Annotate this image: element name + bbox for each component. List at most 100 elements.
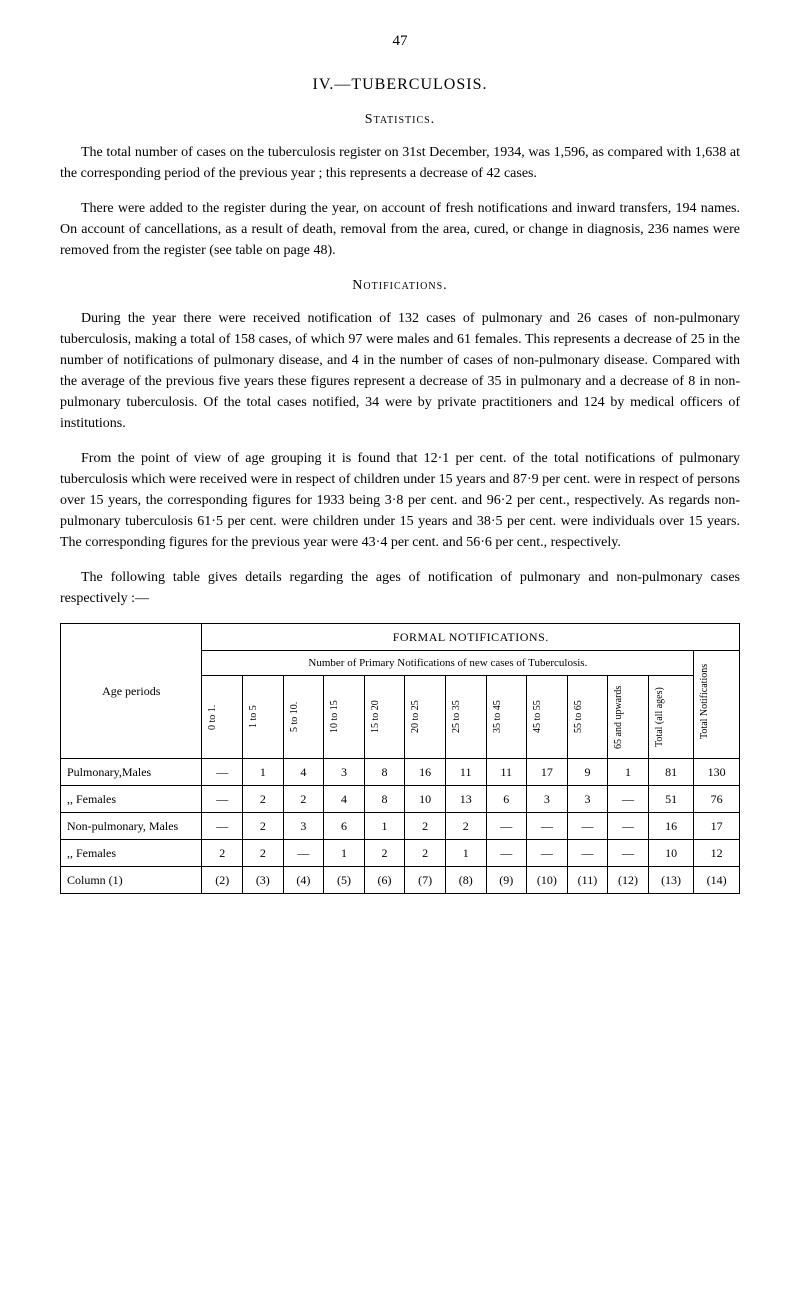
row-label: ,, Females [61, 786, 202, 813]
row-label: ,, Females [61, 840, 202, 867]
cell: 2 [202, 840, 243, 867]
col-total-notifications: Total Notifications [696, 667, 713, 741]
cell: 2 [243, 840, 284, 867]
cell: 2 [243, 813, 284, 840]
cell: 17 [694, 813, 740, 840]
age-col-1-5: 1 to 5 [245, 680, 262, 754]
notifications-table: Age periods FORMAL NOTIFICATIONS. Number… [60, 623, 740, 895]
table-row: ,, Females 2 2 — 1 2 2 1 — — — — 10 12 [61, 840, 740, 867]
subsection-notifications: Notifications. [60, 275, 740, 296]
cell: 2 [405, 840, 446, 867]
age-col-65-up: 65 and upwards [610, 680, 627, 754]
cell: (6) [364, 867, 405, 894]
cell: 2 [243, 786, 284, 813]
cell: 1 [608, 759, 649, 786]
cell: — [608, 813, 649, 840]
cell: 11 [445, 759, 486, 786]
cell: 1 [243, 759, 284, 786]
cell: (5) [324, 867, 365, 894]
cell: 1 [324, 840, 365, 867]
cell: (10) [527, 867, 568, 894]
cell: 6 [324, 813, 365, 840]
cell: 76 [694, 786, 740, 813]
cell: — [608, 840, 649, 867]
table-row: ,, Females — 2 2 4 8 10 13 6 3 3 — 51 76 [61, 786, 740, 813]
cell: 4 [283, 759, 324, 786]
cell: 3 [283, 813, 324, 840]
cell: — [202, 759, 243, 786]
cell: 2 [364, 840, 405, 867]
age-col-35-45: 35 to 45 [489, 680, 506, 754]
cell: (7) [405, 867, 446, 894]
cell: 10 [648, 840, 694, 867]
cell: (14) [694, 867, 740, 894]
cell: (2) [202, 867, 243, 894]
age-col-0-1: 0 to 1. [204, 680, 221, 754]
cell: 81 [648, 759, 694, 786]
cell: (8) [445, 867, 486, 894]
number-header: Number of Primary Notifications of new c… [202, 650, 694, 676]
cell: — [486, 813, 527, 840]
age-col-45-55: 45 to 55 [529, 680, 546, 754]
section-title: IV.—TUBERCULOSIS. [60, 73, 740, 97]
paragraph-2: There were added to the register during … [60, 198, 740, 261]
cell: 3 [567, 786, 608, 813]
age-col-total-ages: Total (all ages) [651, 680, 668, 754]
formal-header: FORMAL NOTIFICATIONS. [202, 623, 740, 650]
cell: 8 [364, 759, 405, 786]
age-periods-label: Age periods [61, 623, 202, 759]
cell: (13) [648, 867, 694, 894]
cell: 130 [694, 759, 740, 786]
cell: — [202, 813, 243, 840]
cell: 1 [445, 840, 486, 867]
cell: 3 [324, 759, 365, 786]
table-row: Non-pulmonary, Males — 2 3 6 1 2 2 — — —… [61, 813, 740, 840]
age-col-25-35: 25 to 35 [448, 680, 465, 754]
cell: 6 [486, 786, 527, 813]
row-label: Pulmonary,Males [61, 759, 202, 786]
subsection-statistics: Statistics. [60, 109, 740, 130]
cell: — [527, 840, 568, 867]
cell: (9) [486, 867, 527, 894]
paragraph-3: During the year there were received noti… [60, 308, 740, 434]
cell: 1 [364, 813, 405, 840]
cell: — [567, 813, 608, 840]
cell: 11 [486, 759, 527, 786]
cell: 12 [694, 840, 740, 867]
cell: — [486, 840, 527, 867]
cell: 17 [527, 759, 568, 786]
age-col-20-25: 20 to 25 [407, 680, 424, 754]
cell: (12) [608, 867, 649, 894]
cell: 10 [405, 786, 446, 813]
age-col-15-20: 15 to 20 [367, 680, 384, 754]
table-row: Pulmonary,Males — 1 4 3 8 16 11 11 17 9 … [61, 759, 740, 786]
cell: 2 [283, 786, 324, 813]
cell: — [527, 813, 568, 840]
cell: — [202, 786, 243, 813]
cell: 9 [567, 759, 608, 786]
row-label: Non-pulmonary, Males [61, 813, 202, 840]
paragraph-4: From the point of view of age grouping i… [60, 448, 740, 553]
cell: 4 [324, 786, 365, 813]
cell: 2 [405, 813, 446, 840]
cell: 8 [364, 786, 405, 813]
cell: (3) [243, 867, 284, 894]
cell: (4) [283, 867, 324, 894]
paragraph-1: The total number of cases on the tubercu… [60, 142, 740, 184]
age-col-5-10: 5 to 10. [286, 680, 303, 754]
cell: — [283, 840, 324, 867]
page-number: 47 [60, 30, 740, 53]
cell: — [567, 840, 608, 867]
cell: 16 [648, 813, 694, 840]
cell: (11) [567, 867, 608, 894]
paragraph-5: The following table gives details regard… [60, 567, 740, 609]
cell: 16 [405, 759, 446, 786]
cell: 51 [648, 786, 694, 813]
cell: 2 [445, 813, 486, 840]
row-label: Column (1) [61, 867, 202, 894]
table-row: Column (1) (2) (3) (4) (5) (6) (7) (8) (… [61, 867, 740, 894]
age-col-55-65: 55 to 65 [570, 680, 587, 754]
cell: — [608, 786, 649, 813]
age-col-10-15: 10 to 15 [326, 680, 343, 754]
cell: 13 [445, 786, 486, 813]
